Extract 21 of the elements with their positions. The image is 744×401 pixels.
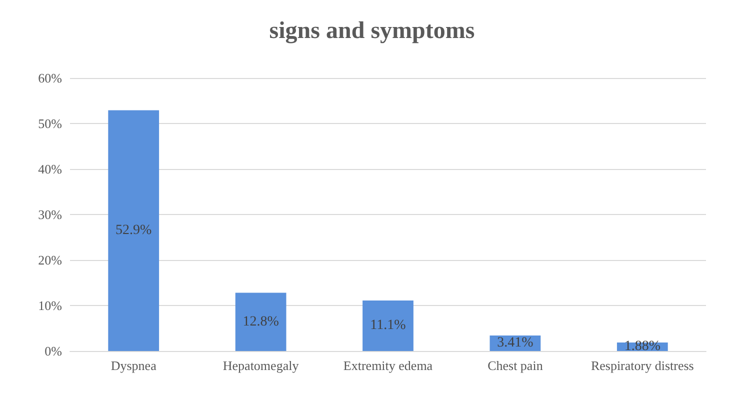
bar (362, 300, 414, 351)
data-label: 3.41% (497, 336, 534, 351)
y-tick-label: 60% (38, 70, 62, 86)
data-label: 11.1% (370, 318, 406, 334)
x-tick-label: Respiratory distress (590, 358, 694, 373)
y-tick-label: 10% (38, 298, 62, 313)
x-tick-label: Extremity edema (343, 358, 433, 373)
x-tick-label: Hepatomegaly (222, 358, 300, 373)
x-tick-label: Chest pain (488, 358, 544, 373)
y-tick-label: 50% (38, 116, 62, 131)
x-tick-label: Dyspnea (110, 358, 157, 373)
y-tick-label: 40% (38, 162, 62, 176)
data-label: 1.88% (624, 339, 661, 354)
chart-title: signs and symptoms (269, 18, 475, 44)
bar (108, 110, 160, 351)
y-tick-label: 20% (38, 252, 62, 268)
y-tick-label: 30% (38, 207, 62, 222)
data-label: 52.9% (116, 223, 152, 238)
data-label: 12.8% (242, 314, 280, 330)
bar (235, 292, 286, 351)
y-tick-label: 0% (44, 344, 62, 358)
